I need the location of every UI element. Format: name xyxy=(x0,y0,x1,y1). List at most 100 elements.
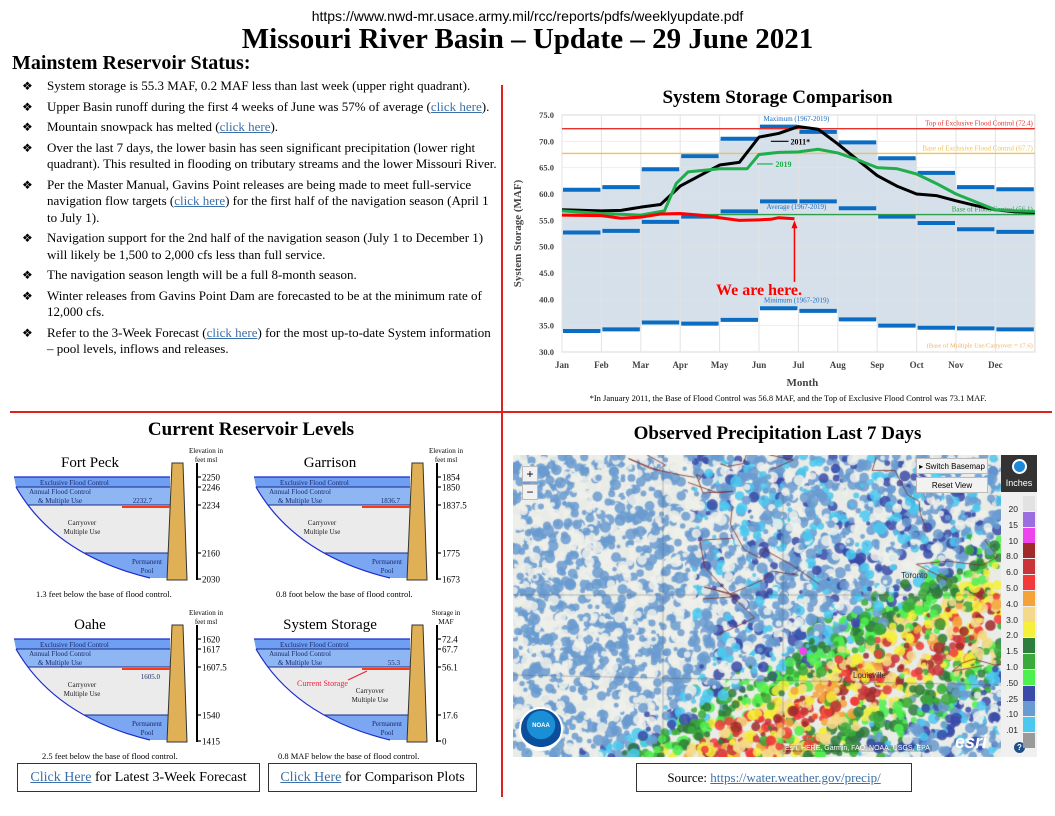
status-text: Mountain snowpack has melted ( xyxy=(47,119,220,134)
step-label: Average (1967-2019) xyxy=(766,203,827,211)
y-tick-label: 70.0 xyxy=(539,136,554,146)
y-tick-label: 30.0 xyxy=(539,347,554,357)
x-tick-label: May xyxy=(711,360,729,370)
precip-map[interactable]: + − ▸ Switch Basemap Reset View Toronto … xyxy=(513,455,1037,757)
reset-view-button[interactable]: Reset View xyxy=(916,477,988,493)
basin-outline xyxy=(14,638,170,741)
y-axis-label: System Storage (MAF) xyxy=(512,179,524,287)
legend-swatch xyxy=(1023,511,1035,527)
exclusive-flood-zone xyxy=(14,639,170,649)
reservoir-caption: 2.5 feet below the base of flood control… xyxy=(42,751,178,761)
status-heading: Mainstem Reservoir Status: xyxy=(12,52,251,74)
x-tick-label: Oct xyxy=(910,360,924,370)
zone-label: Multiple Use xyxy=(64,690,101,698)
y-tick-label: 40.0 xyxy=(539,294,554,304)
dam-shape xyxy=(406,462,428,581)
reservoir-name: Fort Peck xyxy=(61,455,119,471)
scale-label: Elevation in xyxy=(189,447,224,455)
zone-label: Permanent xyxy=(372,720,402,728)
x-tick-label: Jul xyxy=(792,360,805,370)
source-label: Source: xyxy=(667,770,711,785)
scale-tick-label: 67.7 xyxy=(442,645,458,655)
status-text: Per the Master Manual, Gavins Point rele… xyxy=(47,176,472,209)
x-tick-label: Sep xyxy=(870,360,884,370)
step-label: Maximum (1967-2019) xyxy=(763,115,830,123)
legend-swatch xyxy=(1023,717,1035,733)
arrow-head xyxy=(791,220,798,229)
annual-flood-zone xyxy=(254,649,410,667)
scale-tick-label: 2250 xyxy=(202,473,221,483)
bullet-icon: ❖ xyxy=(22,177,33,192)
y-tick-label: 60.0 xyxy=(539,189,554,199)
zoom-out-button[interactable]: − xyxy=(522,484,538,500)
horizontal-divider xyxy=(10,411,1052,413)
legend-swatch xyxy=(1023,527,1035,543)
series-label: 2019 xyxy=(776,160,792,169)
bullet-icon: ❖ xyxy=(22,140,33,155)
forecast-link-text: for Latest 3-Week Forecast xyxy=(91,770,247,785)
source-url: https://www.nwd-mr.usace.army.mil/rcc/re… xyxy=(311,8,744,24)
click-here-link[interactable]: click here xyxy=(206,324,258,340)
legend-swatch xyxy=(1023,606,1035,622)
annual-flood-zone xyxy=(14,487,170,505)
status-item: ❖ Upper Basin runoff during the first 4 w… xyxy=(22,99,497,116)
precip-map-canvas[interactable] xyxy=(513,455,1001,757)
bullet-icon: ❖ xyxy=(22,288,33,303)
click-here-link[interactable]: click here xyxy=(430,98,482,114)
forecast-link[interactable]: Click Here xyxy=(30,770,92,785)
status-item: ❖ Mountain snowpack has melted (click her… xyxy=(22,119,497,136)
comparison-link[interactable]: Click Here xyxy=(280,770,342,785)
reservoir-levels-heading: Current Reservoir Levels xyxy=(147,419,355,440)
legend-label: 5.0 xyxy=(1006,583,1018,593)
click-here-link[interactable]: click here xyxy=(219,119,271,134)
legend-swatch xyxy=(1023,733,1035,748)
zone-label: Pool xyxy=(141,567,154,575)
click-here-link[interactable]: click here xyxy=(174,193,226,208)
zone-label: Exclusive Flood Control xyxy=(280,641,349,649)
status-text: ) for the most up-to-date System informa… xyxy=(47,324,491,357)
help-icon[interactable]: ? xyxy=(1014,742,1025,753)
scale-tick-label: 1620 xyxy=(202,635,221,645)
reservoir-caption: 0.8 foot below the base of flood control… xyxy=(276,589,413,599)
current-level-value: 1605.0 xyxy=(141,673,161,681)
zoom-in-button[interactable]: + xyxy=(522,466,538,482)
zone-label: Pool xyxy=(141,729,154,737)
scale-tick-label: 2246 xyxy=(202,483,221,493)
y-tick-label: 50.0 xyxy=(539,242,554,252)
legend-label: .25 xyxy=(1006,693,1018,704)
scale-tick-label: 2234 xyxy=(202,501,221,511)
legend-label: .01 xyxy=(1006,725,1018,736)
x-tick-label: Aug xyxy=(830,360,847,370)
legend-swatch xyxy=(1023,685,1035,701)
noaa-logo: NOAA xyxy=(519,707,563,751)
scale-tick-label: 1540 xyxy=(202,711,221,721)
legend-label: .10 xyxy=(1006,709,1018,720)
status-text: Upper Basin runoff during the first 4 we… xyxy=(47,98,431,114)
source-box: Source: https://water.weather.gov/precip… xyxy=(636,763,912,792)
switch-basemap-button[interactable]: ▸ Switch Basemap xyxy=(916,458,988,474)
status-text: Over the last 7 days, the lower basin ha… xyxy=(47,139,497,172)
bullet-icon: ❖ xyxy=(22,268,33,282)
source-link[interactable]: https://water.weather.gov/precip/ xyxy=(710,770,881,785)
scale-label: Storage in xyxy=(432,609,461,617)
bullet-icon: ❖ xyxy=(22,79,33,93)
zone-label: & Multiple Use xyxy=(278,659,322,667)
legend-label: .50 xyxy=(1006,677,1018,688)
zone-label: Carryover xyxy=(68,519,97,527)
legend-label: 3.0 xyxy=(1006,614,1018,625)
status-item: ❖ The navigation season length will be a … xyxy=(22,267,497,284)
status-text: The navigation season length will be a f… xyxy=(47,267,357,282)
scale-label: feet msl xyxy=(195,618,217,626)
legend-swatch xyxy=(1023,654,1035,669)
status-text: System storage is 55.3 MAF, 0.2 MAF less… xyxy=(47,78,471,93)
legend-swatch xyxy=(1023,543,1035,559)
legend-label: 2.0 xyxy=(1006,630,1018,641)
annual-flood-zone xyxy=(14,649,170,667)
scale-tick-label: 72.4 xyxy=(442,635,458,645)
status-item: ❖ Navigation support for the 2nd half of … xyxy=(22,230,497,263)
scale-label: feet msl xyxy=(435,456,457,464)
status-item: ❖ Refer to the 3-Week Forecast (click her… xyxy=(22,325,497,358)
legend-label: 4.0 xyxy=(1006,598,1018,609)
zone-label: Permanent xyxy=(372,558,402,566)
zone-label: Annual Flood Control xyxy=(29,488,91,496)
